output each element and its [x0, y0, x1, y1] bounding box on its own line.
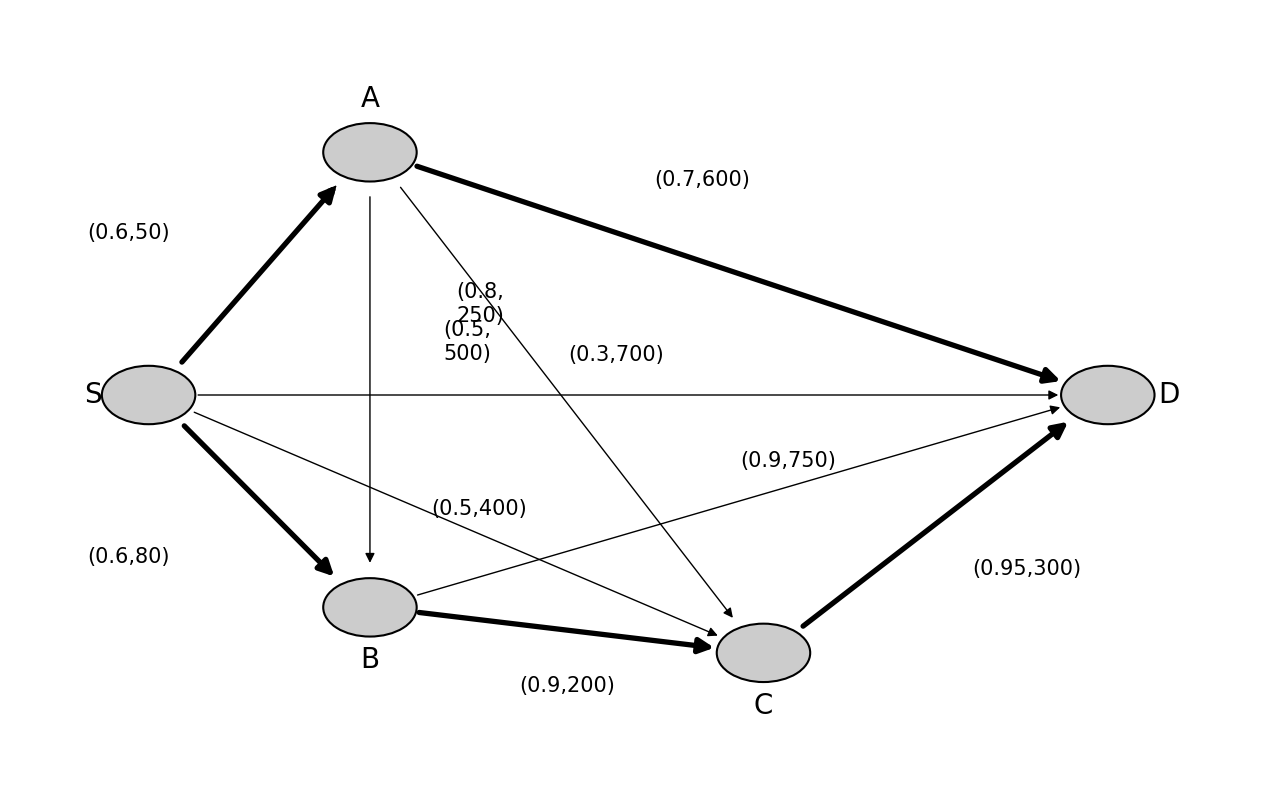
Ellipse shape — [717, 623, 810, 682]
Text: (0.3,700): (0.3,700) — [567, 344, 664, 365]
Text: A: A — [360, 85, 379, 113]
Text: (0.6,80): (0.6,80) — [87, 547, 169, 566]
Text: (0.7,600): (0.7,600) — [655, 170, 749, 190]
Ellipse shape — [1061, 366, 1154, 424]
Text: (0.9,750): (0.9,750) — [740, 451, 836, 471]
Text: (0.6,50): (0.6,50) — [87, 224, 170, 243]
Ellipse shape — [323, 123, 416, 182]
Text: (0.8,
250): (0.8, 250) — [456, 282, 503, 325]
Text: (0.95,300): (0.95,300) — [972, 559, 1081, 579]
Ellipse shape — [102, 366, 195, 424]
Text: C: C — [753, 692, 774, 720]
Text: D: D — [1158, 381, 1180, 409]
Text: B: B — [360, 646, 379, 675]
Text: (0.5,400): (0.5,400) — [432, 498, 528, 519]
Text: (0.9,200): (0.9,200) — [519, 675, 615, 696]
Ellipse shape — [323, 578, 416, 637]
Text: (0.5,
500): (0.5, 500) — [443, 320, 492, 363]
Text: S: S — [85, 381, 102, 409]
